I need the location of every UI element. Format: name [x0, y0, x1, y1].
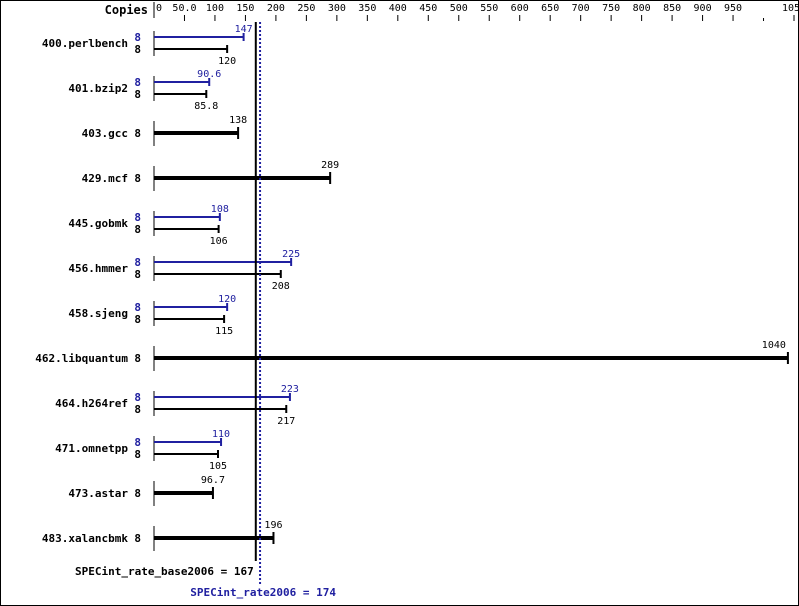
base-metric-label: SPECint_rate_base2006 = 167: [75, 565, 254, 578]
peak-copies: 8: [134, 256, 141, 269]
tick-label: 650: [541, 3, 559, 14]
base-copies: 8: [134, 172, 141, 185]
benchmark-row: 473.astar 8 96.7: [68, 475, 225, 506]
peak-copies: 8: [134, 301, 141, 314]
tick-label: 0: [156, 3, 162, 14]
base-value-label: 115: [215, 326, 233, 337]
tick-label: 250: [297, 3, 315, 14]
tick-label: 150: [236, 3, 254, 14]
base-value-label: 120: [218, 56, 236, 67]
tick-label: 750: [602, 3, 620, 14]
tick-label: 100: [206, 3, 224, 14]
benchmark-row: 429.mcf 8 289: [82, 160, 339, 191]
benchmark-name: 471.omnetpp: [55, 442, 128, 455]
tick-label: 400: [389, 3, 407, 14]
peak-copies: 8: [134, 391, 141, 404]
base-value-label: 208: [272, 281, 290, 292]
tick-label: 450: [419, 3, 437, 14]
benchmark-row: 445.gobmk 8 108 8 106: [68, 204, 228, 247]
base-copies: 8: [134, 268, 141, 281]
base-value-label: 96.7: [201, 475, 225, 486]
benchmark-row: 400.perlbench 8 147 8 120: [42, 24, 253, 67]
benchmark-row: 483.xalancbmk 8 196: [42, 520, 282, 551]
base-value-label: 106: [210, 236, 228, 247]
base-copies: 8: [134, 223, 141, 236]
benchmark-row: 464.h264ref 8 223 8 217: [55, 384, 299, 427]
peak-copies: 8: [134, 211, 141, 224]
tick-label: 50.0: [172, 3, 196, 14]
benchmark-name: 473.astar: [68, 487, 128, 500]
benchmark-row: 401.bzip2 8 90.6 8 85.8: [68, 69, 221, 112]
peak-value-label: 110: [212, 429, 230, 440]
benchmark-name: 458.sjeng: [68, 307, 128, 320]
benchmark-name: 401.bzip2: [68, 82, 128, 95]
base-copies: 8: [134, 313, 141, 326]
base-value-label: 105: [209, 461, 227, 472]
benchmark-row: 458.sjeng 8 120 8 115: [68, 294, 236, 337]
peak-metric-label: SPECint_rate2006 = 174: [190, 586, 336, 599]
tick-label: 200: [267, 3, 285, 14]
tick-label: 850: [663, 3, 681, 14]
peak-copies: 8: [134, 76, 141, 89]
benchmark-name: 483.xalancbmk: [42, 532, 128, 545]
base-copies: 8: [134, 127, 141, 140]
benchmark-name: 403.gcc: [82, 127, 128, 140]
benchmark-row: 471.omnetpp 8 110 8 105: [55, 429, 230, 472]
peak-value-label: 223: [281, 384, 299, 395]
tick-label: 1050: [782, 3, 799, 14]
peak-value-label: 147: [235, 24, 253, 35]
peak-value-label: 108: [211, 204, 229, 215]
tick-label: 500: [450, 3, 468, 14]
base-value-label: 217: [277, 416, 295, 427]
tick-label: 800: [633, 3, 651, 14]
base-value-label: 85.8: [194, 101, 218, 112]
tick-label: 900: [694, 3, 712, 14]
tick-label: 550: [480, 3, 498, 14]
benchmark-name: 462.libquantum: [35, 352, 128, 365]
base-copies: 8: [134, 448, 141, 461]
tick-label: 600: [511, 3, 529, 14]
tick-label: 300: [328, 3, 346, 14]
benchmark-name: 400.perlbench: [42, 37, 128, 50]
tick-label: 950: [724, 3, 742, 14]
peak-copies: 8: [134, 436, 141, 449]
base-copies: 8: [134, 532, 141, 545]
peak-value-label: 120: [218, 294, 236, 305]
benchmark-row: 456.hmmer 8 225 8 208: [68, 249, 300, 292]
peak-copies: 8: [134, 31, 141, 44]
benchmark-name: 456.hmmer: [68, 262, 128, 275]
base-value-label: 289: [321, 160, 339, 171]
peak-value-label: 90.6: [197, 69, 221, 80]
base-copies: 8: [134, 403, 141, 416]
base-copies: 8: [134, 43, 141, 56]
benchmark-name: 464.h264ref: [55, 397, 128, 410]
tick-label: 700: [572, 3, 590, 14]
base-copies: 8: [134, 88, 141, 101]
base-value-label: 196: [264, 520, 282, 531]
tick-label: 350: [358, 3, 376, 14]
axis-label: Copies: [105, 3, 148, 17]
benchmark-row: 403.gcc 8 138: [82, 115, 247, 146]
peak-value-label: 225: [282, 249, 300, 260]
base-copies: 8: [134, 487, 141, 500]
benchmark-name: 429.mcf: [82, 172, 128, 185]
base-value-label: 1040: [762, 340, 786, 351]
benchmark-name: 445.gobmk: [68, 217, 128, 230]
base-value-label: 138: [229, 115, 247, 126]
base-copies: 8: [134, 352, 141, 365]
